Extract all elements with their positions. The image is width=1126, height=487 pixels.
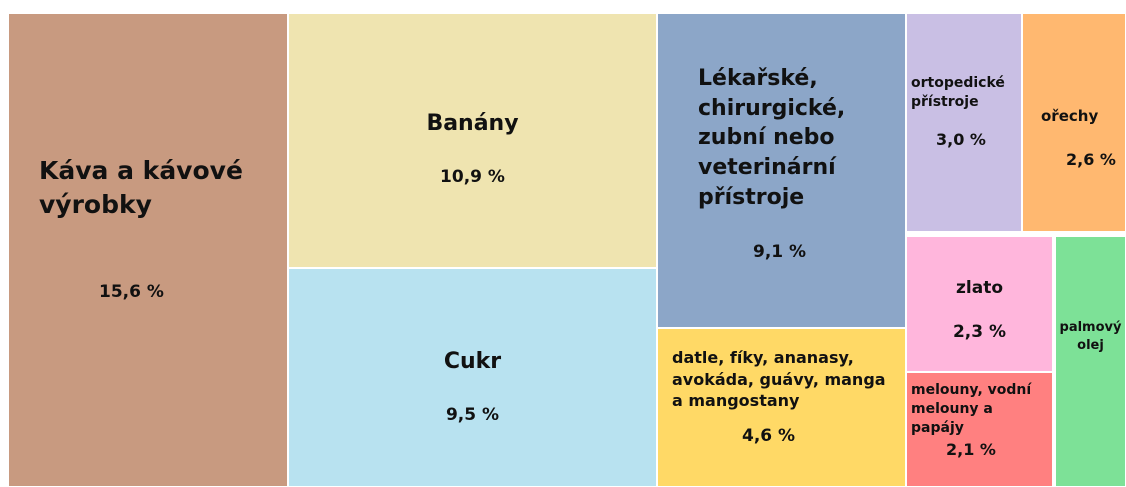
treemap-cell: melouny, vodní melouny a papájy 2,1 %: [906, 372, 1053, 487]
cell-value: 2,6 %: [1066, 150, 1116, 170]
cell-value: 2,3 %: [952, 321, 1007, 342]
cell-value: 9,5 %: [445, 404, 500, 425]
cell-value: 9,1 %: [753, 242, 807, 263]
cell-value: 15,6 %: [99, 281, 164, 302]
cell-label: Káva a kávové výrobky: [39, 156, 243, 219]
cell-label: ořechy: [1041, 107, 1099, 125]
treemap-cell: ořechy 2,6 %: [1022, 13, 1126, 232]
treemap-cell: zlato 2,3 %: [906, 236, 1053, 372]
cell-label: datle, fíky, ananasy, avokáda, guávy, ma…: [672, 348, 886, 411]
cell-value: 10,9 %: [440, 166, 505, 187]
cell-value: 2,1 %: [946, 439, 996, 459]
treemap-cell: ortopedické přístroje 3,0 %: [906, 13, 1022, 232]
treemap-cell: palmový olej: [1055, 236, 1126, 487]
treemap-cell: Cukr 9,5 %: [288, 268, 657, 487]
treemap-cell: Banány 10,9 %: [288, 13, 657, 268]
cell-label: Banány: [426, 111, 519, 136]
cell-label: zlato: [956, 278, 1003, 298]
cell-value: 4,6 %: [742, 425, 796, 446]
cell-label: palmový olej: [1059, 320, 1122, 353]
treemap-cell: Lékařské, chirurgické, zubní nebo veteri…: [657, 13, 906, 328]
cell-value: 3,0 %: [936, 129, 986, 149]
cell-label: melouny, vodní melouny a papájy: [911, 382, 1032, 436]
cell-label: Cukr: [443, 349, 502, 374]
treemap-cell: Káva a kávové výrobky 15,6 %: [8, 13, 288, 487]
cell-label: Lékařské, chirurgické, zubní nebo veteri…: [698, 66, 846, 210]
treemap-cell: datle, fíky, ananasy, avokáda, guávy, ma…: [657, 328, 906, 487]
cell-label: ortopedické přístroje: [911, 75, 1005, 110]
